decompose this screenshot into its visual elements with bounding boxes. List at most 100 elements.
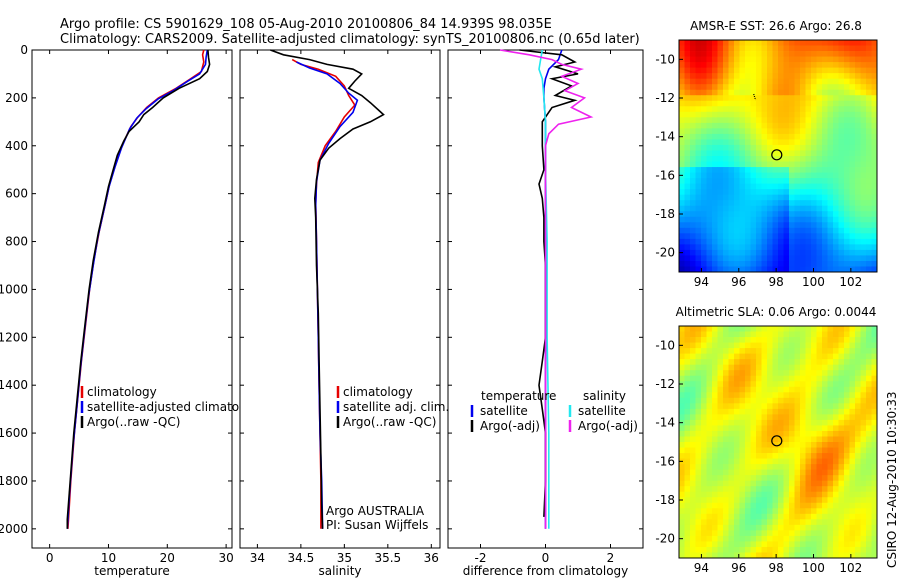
sla-cell [701,337,707,343]
sst-cell [728,244,735,251]
sst-cell [712,106,718,113]
sst-cell [679,139,685,146]
sst-cell [794,56,801,63]
sst-cell [800,227,806,234]
sst-cell [750,260,757,267]
sla-cell [844,419,850,426]
sst-cell [811,117,817,124]
sst-cell [866,133,872,140]
sla-cell [849,464,856,471]
sla-cell [756,364,762,371]
sst-cell [695,117,702,124]
sst-cell [684,255,691,262]
sla-cell [734,381,740,388]
sst-cell [706,89,713,96]
sla-cell [723,331,729,338]
sst-cell [684,67,691,74]
sla-cell [822,342,828,349]
sst-cell [690,200,696,207]
sla-cell [855,480,861,487]
sst-cell [838,89,845,96]
sst-cell [855,167,861,173]
sla-cell [684,486,691,493]
sst-cell [827,122,834,129]
sla-cell [800,513,806,520]
sst-cell [734,144,740,151]
sla-cell [860,370,867,377]
sst-cell [712,194,718,201]
sla-cell [690,508,696,515]
sla-cell [767,475,773,482]
sst-cell [706,51,713,57]
sst-cell [772,89,779,96]
sla-cell [739,453,746,459]
sst-cell [761,222,768,229]
sla-cell [866,370,872,377]
sst-cell [717,172,724,179]
x-tick-label: 35 [337,551,352,565]
sla-cell [866,414,872,421]
sst-cell [805,161,812,168]
sst-cell [772,122,779,129]
sst-cell [827,216,834,223]
sst-cell [800,95,806,102]
sst-cell [816,56,823,63]
sla-cell [723,348,729,355]
sst-cell [833,40,839,46]
sst-cell [750,40,757,46]
sla-cell [805,397,812,404]
sst-cell [838,260,845,267]
sst-cell [756,156,762,162]
sst-cell [778,156,784,162]
sla-cell [701,513,707,520]
sla-cell [734,419,740,426]
sla-cell [827,552,834,559]
sst-cell [684,139,691,146]
sla-cell [866,541,872,548]
sla-cell [805,530,812,537]
sst-cell [690,111,696,118]
sst-cell [871,133,878,140]
sla-cell [833,458,839,465]
sla-cell [794,541,801,548]
sla-cell [745,386,751,393]
sst-cell [723,45,729,52]
sst-cell [684,216,691,223]
sla-cell [756,469,762,476]
sla-cell [822,491,828,498]
sla-cell [734,359,740,366]
sst-cell [767,122,773,129]
sst-cell [794,156,801,162]
map-frame [678,39,878,273]
sst-cell [745,95,751,102]
sst-cell [827,40,834,46]
sla-cell [866,364,872,371]
legend-label: Argo(-adj) [578,419,638,433]
sst-cell [706,156,713,162]
sst-cell [756,100,762,107]
sst-cell [849,183,856,190]
sla-cell [717,497,724,504]
sst-cell [767,51,773,57]
figure-title-line1: Argo profile: CS 5901629_108 05-Aug-2010… [60,17,552,32]
sla-cell [684,552,691,559]
sst-cell [849,244,856,251]
sla-cell [739,331,746,338]
sst-cell [860,216,867,223]
sla-cell [778,370,784,377]
sla-cell [706,546,713,553]
sst-cell [756,266,762,273]
sla-cell [866,442,872,448]
sla-cell [800,392,806,399]
sst-cell [728,249,735,256]
sla-cell [866,381,872,388]
sst-cell [860,167,867,173]
sla-cell [739,442,746,448]
sst-cell [734,89,740,96]
sst-cell [822,260,828,267]
sla-cell [706,513,713,520]
sst-cell [816,122,823,129]
sst-cell [772,249,779,256]
sst-cell [800,255,806,262]
sst-cell [734,133,740,140]
